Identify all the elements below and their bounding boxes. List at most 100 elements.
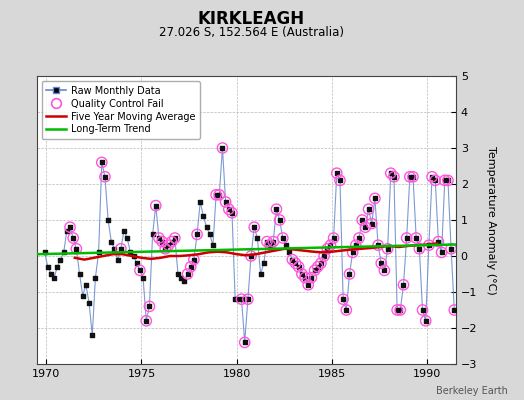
Point — [231, 296, 239, 302]
Point — [183, 271, 192, 277]
Point — [402, 235, 411, 241]
Point — [384, 246, 392, 252]
Point — [355, 235, 363, 241]
Point — [387, 170, 395, 176]
Point — [171, 235, 179, 241]
Point — [428, 174, 436, 180]
Point — [250, 224, 258, 230]
Point — [114, 256, 122, 263]
Point — [50, 274, 58, 281]
Point — [377, 260, 386, 266]
Point — [326, 242, 335, 248]
Point — [155, 235, 163, 241]
Point — [409, 174, 417, 180]
Point — [259, 260, 268, 266]
Point — [263, 238, 271, 245]
Point — [269, 238, 278, 245]
Point — [269, 238, 278, 245]
Point — [333, 170, 341, 176]
Point — [139, 274, 147, 281]
Point — [151, 202, 160, 209]
Point — [136, 267, 144, 274]
Point — [241, 339, 249, 346]
Point — [266, 242, 274, 248]
Point — [53, 264, 61, 270]
Point — [279, 235, 287, 241]
Point — [367, 220, 376, 227]
Point — [133, 260, 141, 266]
Point — [402, 235, 411, 241]
Point — [361, 224, 369, 230]
Point — [412, 235, 420, 241]
Point — [393, 307, 401, 313]
Point — [279, 235, 287, 241]
Point — [406, 174, 414, 180]
Text: Berkeley Earth: Berkeley Earth — [436, 386, 508, 396]
Point — [126, 249, 135, 256]
Point — [79, 292, 87, 299]
Point — [97, 159, 106, 166]
Point — [69, 235, 78, 241]
Point — [326, 242, 335, 248]
Point — [75, 271, 84, 277]
Point — [237, 296, 246, 302]
Point — [313, 264, 322, 270]
Point — [215, 192, 223, 198]
Point — [409, 174, 417, 180]
Point — [320, 253, 328, 259]
Point — [431, 177, 440, 184]
Point — [263, 238, 271, 245]
Point — [174, 271, 182, 277]
Point — [94, 249, 103, 256]
Point — [234, 296, 243, 302]
Point — [145, 303, 154, 310]
Point — [110, 246, 118, 252]
Point — [222, 199, 230, 205]
Point — [171, 235, 179, 241]
Point — [123, 235, 132, 241]
Point — [272, 206, 281, 212]
Point — [367, 220, 376, 227]
Point — [219, 145, 227, 151]
Point — [228, 210, 236, 216]
Point — [177, 274, 185, 281]
Point — [370, 195, 379, 202]
Point — [364, 206, 373, 212]
Point — [333, 170, 341, 176]
Point — [358, 217, 366, 223]
Point — [47, 271, 55, 277]
Point — [244, 296, 252, 302]
Point — [434, 238, 443, 245]
Point — [358, 217, 366, 223]
Point — [298, 271, 306, 277]
Point — [330, 235, 338, 241]
Point — [168, 238, 176, 245]
Point — [120, 228, 128, 234]
Point — [345, 271, 354, 277]
Point — [101, 174, 109, 180]
Point — [101, 174, 109, 180]
Point — [196, 199, 204, 205]
Point — [97, 159, 106, 166]
Point — [418, 307, 427, 313]
Point — [145, 303, 154, 310]
Point — [250, 224, 258, 230]
Point — [158, 238, 166, 245]
Point — [352, 242, 360, 248]
Point — [374, 242, 383, 248]
Point — [43, 264, 52, 270]
Point — [117, 246, 125, 252]
Point — [421, 318, 430, 324]
Point — [294, 264, 303, 270]
Point — [323, 246, 332, 252]
Point — [85, 300, 93, 306]
Point — [247, 253, 255, 259]
Point — [323, 246, 332, 252]
Point — [384, 246, 392, 252]
Point — [288, 256, 297, 263]
Point — [165, 242, 173, 248]
Point — [40, 249, 49, 256]
Point — [276, 217, 284, 223]
Point — [190, 256, 198, 263]
Point — [60, 249, 68, 256]
